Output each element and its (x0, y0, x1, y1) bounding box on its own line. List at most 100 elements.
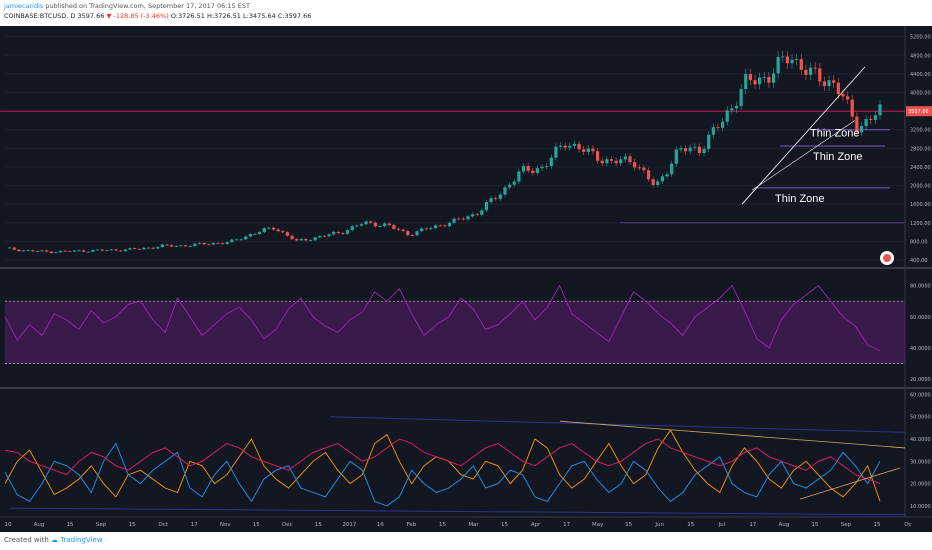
price-candle (845, 96, 850, 100)
price-candle (54, 252, 58, 254)
low-value: L:3475.64 (243, 12, 276, 20)
tradingview-logo-icon[interactable]: ☁ (51, 536, 59, 544)
price-candle (267, 227, 271, 229)
price-candle (646, 170, 651, 180)
price-candle (642, 167, 646, 171)
time-tick-label: 17 (749, 522, 756, 528)
price-candle (230, 239, 234, 243)
author-link[interactable]: jamiecaridis (4, 2, 44, 10)
tradingview-link[interactable]: TradingView (60, 536, 103, 544)
rsi-band (5, 301, 905, 364)
price-candle (841, 94, 845, 97)
last-price-label: 3597.66 (908, 109, 929, 115)
dmi-channel-line (9, 507, 906, 516)
price-candle (582, 149, 586, 152)
price-candle (781, 56, 785, 58)
price-candle (753, 80, 757, 85)
publish-line: jamiecaridis published on TradingView.co… (4, 2, 250, 10)
price-candle (142, 247, 146, 250)
price-candle (508, 184, 512, 188)
price-candle (45, 250, 49, 252)
price-candle (568, 145, 572, 148)
price-candle (526, 165, 530, 171)
price-candle (517, 171, 521, 182)
time-tick-label: 15 (253, 522, 260, 528)
price-candle (457, 218, 461, 220)
price-candle (383, 223, 387, 227)
rsi-tick-label: 20.0000 (910, 377, 931, 383)
time-tick-label: Sep (96, 522, 107, 528)
rsi-tick-label: 60.0000 (910, 315, 931, 321)
dmi-series-line (4, 438, 881, 485)
price-tick-label: 1600.00 (910, 202, 931, 208)
trendline (741, 66, 866, 205)
price-candle (248, 234, 252, 237)
price-candle (336, 231, 340, 233)
dmi-series-line (4, 442, 881, 507)
symbol-label: COINBASE:BTCUSD, D (4, 12, 76, 20)
chart-background (0, 26, 932, 532)
price-candle (429, 228, 433, 230)
price-candle (767, 76, 771, 83)
price-candle (609, 159, 614, 161)
price-candle (281, 231, 285, 233)
price-candle (577, 143, 581, 150)
dmi-tick-label: 10.0000 (910, 504, 931, 510)
price-candle (531, 170, 535, 173)
price-candle (68, 251, 72, 252)
price-candle (188, 246, 192, 247)
price-candle (100, 249, 104, 251)
price-candle (832, 80, 836, 83)
price-candle (234, 239, 239, 241)
price-candle (95, 249, 100, 251)
price-candle (739, 88, 743, 106)
price-candle (114, 249, 118, 251)
dmi-tick-label: 60.0000 (910, 392, 931, 398)
time-tick-label: Mar (468, 522, 479, 528)
price-candle (128, 248, 132, 250)
rsi-tick-label: 80.0000 (910, 284, 931, 290)
time-tick-label: Feb (407, 522, 417, 528)
price-candle (424, 228, 428, 230)
price-candle (262, 228, 266, 232)
price-candle (452, 218, 456, 223)
price-candle (748, 73, 752, 81)
time-tick-label: Jul (717, 522, 725, 528)
time-tick-label: Aug (778, 522, 789, 528)
price-candle (170, 245, 174, 247)
price-candle (137, 248, 141, 250)
open-value: O:3726.51 (170, 12, 205, 20)
price-candle (494, 198, 498, 200)
price-candle (420, 228, 424, 232)
price-candle (670, 163, 674, 175)
price-candle (276, 229, 280, 232)
price-candle (364, 221, 368, 225)
price-candle (244, 236, 248, 240)
price-candle (503, 187, 507, 195)
chart-canvas[interactable]: 5200.004800.004400.004000.003600.003200.… (0, 26, 932, 532)
price-candle (665, 174, 669, 177)
price-candle (17, 249, 21, 252)
price-candle (193, 243, 197, 247)
price-candle (595, 151, 600, 161)
thin-zone-annotation: Thin Zone (810, 128, 860, 140)
price-candle (521, 165, 526, 172)
price-candle (762, 76, 766, 78)
price-candle (332, 231, 336, 235)
price-candle (396, 228, 401, 230)
time-tick-label: Jun (654, 522, 664, 528)
time-tick-label: 10 (5, 522, 12, 528)
price-candle (271, 227, 276, 230)
thin-zone-annotation: Thin Zone (813, 151, 863, 163)
price-candle (327, 234, 331, 237)
price-tick-label: 3200.00 (910, 128, 931, 134)
price-tick-label: 1200.00 (910, 221, 931, 227)
price-candle (688, 147, 692, 152)
price-tick-label: 4400.00 (910, 72, 931, 78)
price-candle (63, 250, 67, 252)
price-candle (484, 202, 489, 211)
price-candle (369, 221, 373, 223)
price-candle (133, 248, 137, 249)
price-candle (693, 146, 697, 148)
time-tick-label: 16 (377, 522, 384, 528)
